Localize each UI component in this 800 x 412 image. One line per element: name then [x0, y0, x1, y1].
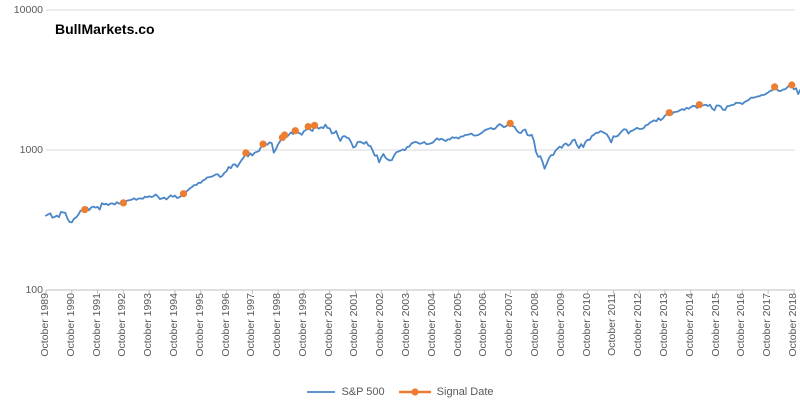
x-tick-label: October 2015 — [709, 293, 722, 357]
legend: S&P 500 Signal Date — [0, 386, 800, 398]
x-tick-label: October 1989 — [39, 293, 51, 357]
x-tick-label: October 2012 — [632, 293, 645, 357]
signal-date-marker — [281, 131, 289, 139]
signal-date-marker — [695, 101, 703, 109]
x-tick-label: October 1995 — [193, 293, 206, 357]
x-tick-label: October 1990 — [64, 293, 77, 357]
signal-date-marker-icon — [398, 388, 431, 396]
x-tick-label: October 2003 — [400, 293, 413, 357]
sp500-line — [45, 84, 800, 224]
x-tick-label: October 1992 — [116, 293, 129, 357]
y-tick-label: 100 — [25, 283, 43, 296]
x-tick-label: October 1996 — [219, 293, 232, 357]
y-tick-label: 10000 — [13, 3, 43, 16]
x-tick-label: October 1994 — [167, 293, 180, 357]
legend-item-signal-date[interactable]: Signal Date — [398, 386, 494, 398]
x-tick-label: October 2008 — [529, 293, 541, 357]
x-tick-label: October 1993 — [142, 293, 155, 357]
x-tick-label: October 2018 — [786, 293, 799, 357]
x-tick-label: October 2004 — [425, 293, 438, 357]
signal-date-marker — [81, 206, 89, 214]
signal-date-marker — [771, 83, 779, 91]
x-tick-label: October 2014 — [683, 293, 696, 357]
x-tick-label: October 2017 — [761, 293, 774, 357]
signal-date-marker — [788, 81, 796, 89]
x-tick-label: October 2002 — [374, 293, 387, 357]
signal-date-marker — [242, 149, 250, 157]
signal-date-marker — [259, 140, 267, 148]
x-tick-label: October 1998 — [271, 293, 284, 357]
signal-date-marker — [665, 109, 673, 117]
legend-label-sp500: S&P 500 — [341, 386, 385, 398]
x-tick-label: October 2016 — [735, 293, 748, 357]
x-tick-label: October 2011 — [606, 293, 619, 356]
x-tick-label: October 1997 — [245, 293, 258, 357]
signal-date-marker — [304, 123, 312, 131]
legend-label-signal-date: Signal Date — [436, 386, 494, 398]
x-tick-label: October 1999 — [296, 293, 309, 357]
legend-item-sp500[interactable]: S&P 500 — [306, 386, 385, 398]
x-tick-label: October 2009 — [554, 293, 567, 357]
x-tick-label: October 1991 — [90, 293, 103, 357]
signal-date-marker — [291, 127, 299, 135]
chart-title: BullMarkets.co — [55, 21, 155, 37]
signal-date-marker — [179, 190, 188, 198]
x-tick-label: October 2001 — [348, 293, 361, 357]
x-tick-label: October 2006 — [477, 293, 490, 357]
signal-date-marker — [119, 199, 127, 207]
x-tick-label: October 2013 — [657, 293, 670, 357]
x-tick-label: October 2010 — [580, 293, 593, 357]
signal-date-marker — [506, 119, 514, 127]
y-tick-label: 1000 — [19, 143, 43, 156]
x-tick-label: October 2007 — [503, 293, 516, 357]
x-tick-label: October 2005 — [451, 293, 464, 357]
x-tick-label: October 2000 — [322, 293, 335, 357]
signal-date-marker — [311, 121, 319, 129]
sp500-line-icon — [307, 391, 336, 393]
